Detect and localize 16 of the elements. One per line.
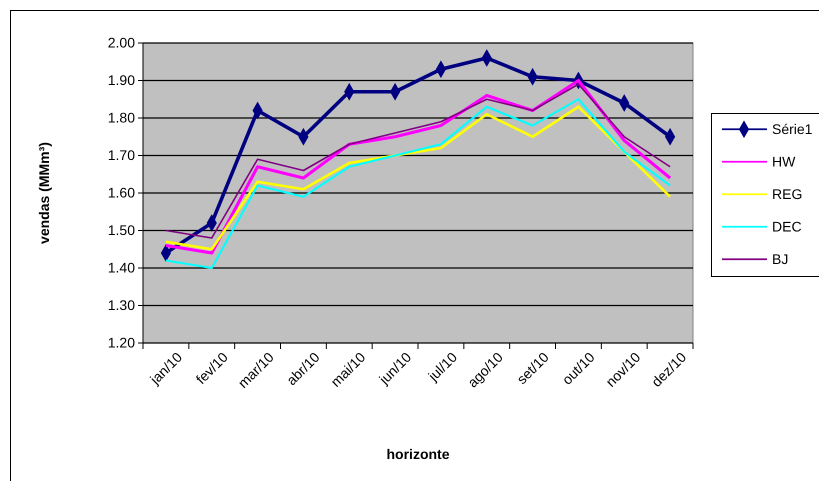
y-tick-label: 1.30 xyxy=(108,296,136,313)
y-tick-label: 2.00 xyxy=(108,34,136,50)
legend-label: DEC xyxy=(772,218,802,235)
y-tick-label: 1.40 xyxy=(108,259,136,276)
legend-label: Série1 xyxy=(772,121,813,138)
y-axis-title: vendas (MMm³) xyxy=(36,142,52,244)
legend-label: REG xyxy=(772,186,802,202)
x-axis-title: horizonte xyxy=(386,446,450,462)
y-tick-label: 1.20 xyxy=(108,334,136,350)
y-tick-label: 1.50 xyxy=(108,222,136,238)
legend-label: BJ xyxy=(772,251,788,268)
y-tick-label: 1.60 xyxy=(108,184,136,200)
y-tick-label: 1.90 xyxy=(108,72,136,88)
legend-label: HW xyxy=(772,154,796,170)
y-tick-label: 1.70 xyxy=(108,146,136,163)
y-tick-label: 1.80 xyxy=(108,109,136,126)
